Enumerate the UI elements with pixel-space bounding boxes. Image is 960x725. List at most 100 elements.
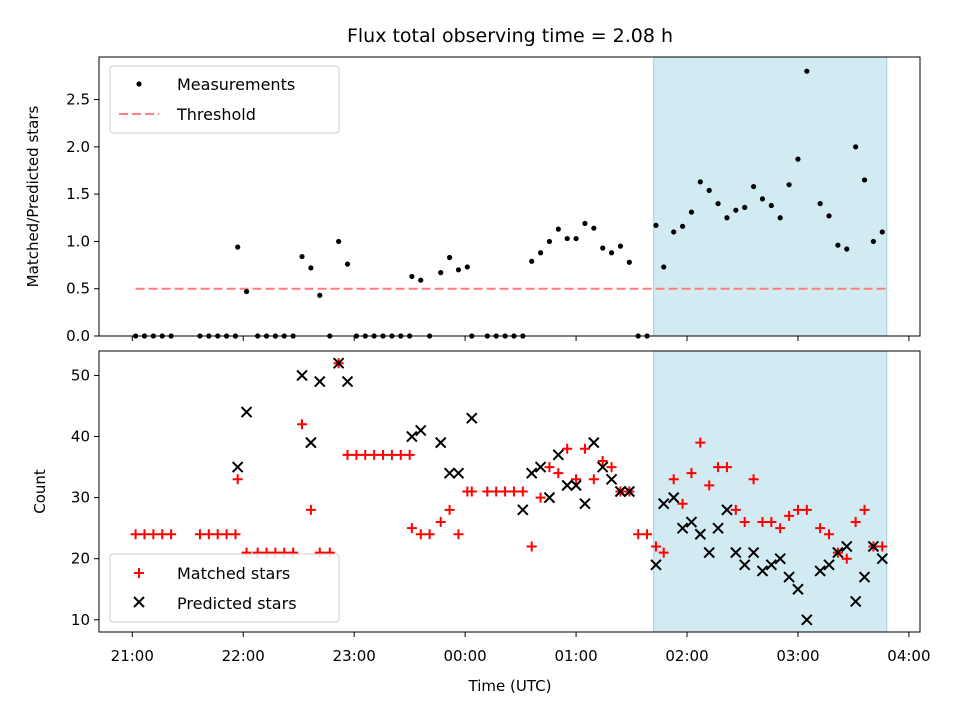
measurement-point <box>795 156 801 162</box>
matched-star-point <box>157 529 168 540</box>
measurement-point <box>438 270 444 276</box>
matched-star-point <box>713 462 724 473</box>
measurement-point <box>853 144 859 150</box>
x-tick-label: 04:00 <box>887 647 930 665</box>
y-tick-label: 40 <box>71 428 90 446</box>
matched-star-point <box>633 529 644 540</box>
matched-star-point <box>535 492 546 503</box>
bottom-axes-frame <box>98 350 921 633</box>
top-panel: 0.0 0.5 1.0 1.5 2.0 2.5 Matched/Predicted sta… <box>24 56 921 345</box>
top-legend-box <box>109 65 340 134</box>
matched-star-point <box>739 517 750 528</box>
measurement-point <box>243 288 250 295</box>
predicted-star-point <box>658 498 670 510</box>
y-tick-label: 30 <box>71 489 90 507</box>
matched-star-point <box>877 541 888 552</box>
predicted-star-point <box>765 559 778 571</box>
measurement-point <box>804 68 810 74</box>
matched-star-point <box>221 529 232 540</box>
legend-threshold-label: Threshold <box>176 105 256 124</box>
legend-measurements-marker <box>136 81 142 87</box>
measurement-point <box>317 292 323 298</box>
predicted-star-point <box>296 369 308 382</box>
measurement-point <box>777 215 783 221</box>
matched-star-point <box>588 474 599 485</box>
measurement-point <box>308 265 314 271</box>
matched-star-point <box>500 486 511 497</box>
y-tick-label: 10 <box>71 611 90 629</box>
predicted-stars-series <box>231 357 888 626</box>
chart-title: Flux total observing time = 2.08 h <box>347 25 673 47</box>
predicted-star-point <box>588 436 600 449</box>
measurement-point <box>724 215 730 221</box>
measurement-point <box>464 264 470 270</box>
measurement-point <box>733 207 739 213</box>
matched-star-point <box>571 474 582 485</box>
predicted-star-point <box>517 504 529 516</box>
measurement-point <box>235 244 241 250</box>
predicted-star-point <box>552 449 565 461</box>
matched-star-point <box>553 468 564 479</box>
y-tick-label: 20 <box>71 550 90 568</box>
matched-star-point <box>466 486 477 497</box>
x-tick-label: 22:00 <box>222 647 265 665</box>
measurement-point <box>591 225 597 231</box>
predicted-star-point <box>314 375 326 388</box>
bottom-legend-box <box>109 553 340 623</box>
top-shaded-interval <box>653 56 888 337</box>
top-legend: Measurements Threshold <box>109 65 340 134</box>
predicted-star-point <box>867 540 880 553</box>
predicted-star-point <box>452 467 465 479</box>
matched-star-point <box>562 443 573 454</box>
matched-star-point <box>650 541 661 552</box>
matched-star-point <box>544 462 555 473</box>
matched-star-point <box>305 504 316 515</box>
measurement-point <box>879 229 885 235</box>
predicted-star-point <box>240 406 253 418</box>
predicted-star-point <box>415 424 427 437</box>
measurement-point <box>600 245 606 251</box>
matched-star-point <box>841 553 852 564</box>
matched-star-point <box>424 529 435 540</box>
matched-star-point <box>695 437 706 448</box>
measurement-point <box>582 220 588 227</box>
legend-matched-label: Matched stars <box>177 564 290 583</box>
measurement-point <box>688 209 695 215</box>
matched-star-point <box>792 504 803 515</box>
matched-star-point <box>730 504 741 515</box>
measurement-point <box>671 229 677 235</box>
top-x-ticks <box>131 336 910 341</box>
matched-star-point <box>342 449 353 460</box>
matched-star-point <box>212 529 223 540</box>
matched-star-point <box>757 517 768 528</box>
measurement-point <box>537 250 544 256</box>
predicted-star-point <box>721 504 733 516</box>
matched-star-point <box>351 449 362 460</box>
measurement-point <box>870 238 877 245</box>
x-tick-label: 02:00 <box>665 647 708 665</box>
matched-star-point <box>444 504 455 515</box>
measurement-point <box>409 273 415 280</box>
matched-star-point <box>378 449 389 460</box>
y-tick-label: 0.5 <box>66 280 90 298</box>
matched-star-point <box>139 529 150 540</box>
matched-star-point <box>850 517 861 528</box>
matched-star-point <box>721 462 732 473</box>
measurement-point <box>336 238 342 245</box>
top-y-axis-label: Matched/Predicted stars <box>24 106 42 288</box>
bottom-x-ticks: 21:00 22:00 23:00 00:00 01:00 02:00 03:00 04:00 <box>111 632 931 665</box>
measurement-point <box>299 253 305 260</box>
matched-star-point <box>166 529 177 540</box>
measurement-point <box>653 222 659 228</box>
predicted-star-point <box>712 522 724 534</box>
matched-star-point <box>508 486 519 497</box>
predicted-star-point <box>801 614 813 626</box>
predicted-star-point <box>466 412 478 424</box>
predicted-star-point <box>543 491 556 504</box>
predicted-star-point <box>534 461 547 473</box>
matched-star-point <box>232 474 243 485</box>
predicted-star-point <box>231 461 244 473</box>
matched-star-point <box>517 486 528 497</box>
